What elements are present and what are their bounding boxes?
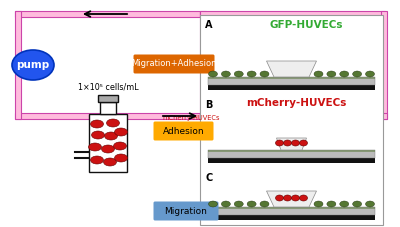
Ellipse shape <box>366 201 374 207</box>
Ellipse shape <box>247 71 256 77</box>
Ellipse shape <box>234 201 243 207</box>
Polygon shape <box>266 191 316 207</box>
Ellipse shape <box>88 143 102 151</box>
Ellipse shape <box>300 195 308 201</box>
Ellipse shape <box>327 71 336 77</box>
Bar <box>208 207 375 215</box>
Bar <box>200 15 383 225</box>
Ellipse shape <box>284 140 292 146</box>
Ellipse shape <box>276 140 284 146</box>
Ellipse shape <box>114 154 128 162</box>
Ellipse shape <box>327 201 336 207</box>
Bar <box>208 77 375 79</box>
Ellipse shape <box>260 201 269 207</box>
Ellipse shape <box>90 120 104 128</box>
FancyBboxPatch shape <box>154 121 214 141</box>
Ellipse shape <box>340 201 349 207</box>
Text: A: A <box>205 20 212 30</box>
Bar <box>15 11 200 17</box>
Ellipse shape <box>366 71 374 77</box>
Ellipse shape <box>284 195 292 201</box>
Ellipse shape <box>292 195 300 201</box>
Ellipse shape <box>104 158 116 166</box>
FancyBboxPatch shape <box>134 54 214 74</box>
Ellipse shape <box>208 201 218 207</box>
Bar <box>208 85 375 90</box>
Ellipse shape <box>314 201 323 207</box>
Bar <box>15 11 21 119</box>
Bar <box>200 11 206 119</box>
Bar <box>100 102 116 114</box>
Text: B: B <box>205 100 212 110</box>
Bar <box>89 114 127 172</box>
Bar <box>208 207 375 209</box>
Ellipse shape <box>106 119 120 127</box>
Ellipse shape <box>104 132 118 140</box>
Bar <box>98 95 118 102</box>
Bar <box>208 77 375 85</box>
Polygon shape <box>276 138 306 150</box>
Bar <box>200 113 387 119</box>
Ellipse shape <box>102 145 114 153</box>
Ellipse shape <box>114 128 128 136</box>
Bar <box>90 115 126 171</box>
Ellipse shape <box>90 156 104 164</box>
Ellipse shape <box>92 131 104 139</box>
FancyBboxPatch shape <box>154 202 218 220</box>
Ellipse shape <box>300 140 308 146</box>
Ellipse shape <box>340 71 349 77</box>
Polygon shape <box>266 61 316 77</box>
Ellipse shape <box>12 50 54 80</box>
Bar <box>208 150 375 152</box>
Text: Migration: Migration <box>164 207 208 215</box>
Bar <box>208 150 375 158</box>
Text: pump: pump <box>16 60 50 70</box>
Text: Adhesion: Adhesion <box>163 126 204 136</box>
Ellipse shape <box>234 71 243 77</box>
Bar <box>208 158 375 163</box>
Ellipse shape <box>353 71 362 77</box>
Ellipse shape <box>276 195 284 201</box>
Ellipse shape <box>114 142 126 150</box>
Text: mCherry-HUVECs: mCherry-HUVECs <box>246 98 347 108</box>
Text: mCherry-HUVECs: mCherry-HUVECs <box>162 115 220 121</box>
Ellipse shape <box>221 71 230 77</box>
Text: Migration+Adhesion: Migration+Adhesion <box>131 59 217 69</box>
Ellipse shape <box>292 140 300 146</box>
Bar <box>200 11 385 17</box>
Text: GFP-HUVECs: GFP-HUVECs <box>270 20 343 30</box>
Ellipse shape <box>353 201 362 207</box>
Bar <box>208 215 375 220</box>
Ellipse shape <box>247 201 256 207</box>
Bar <box>381 11 387 119</box>
Ellipse shape <box>314 71 323 77</box>
Ellipse shape <box>208 71 218 77</box>
Bar <box>15 113 200 119</box>
Ellipse shape <box>221 201 230 207</box>
Ellipse shape <box>260 71 269 77</box>
Text: 1×10⁵ cells/mL: 1×10⁵ cells/mL <box>78 82 138 91</box>
Text: C: C <box>205 173 212 183</box>
